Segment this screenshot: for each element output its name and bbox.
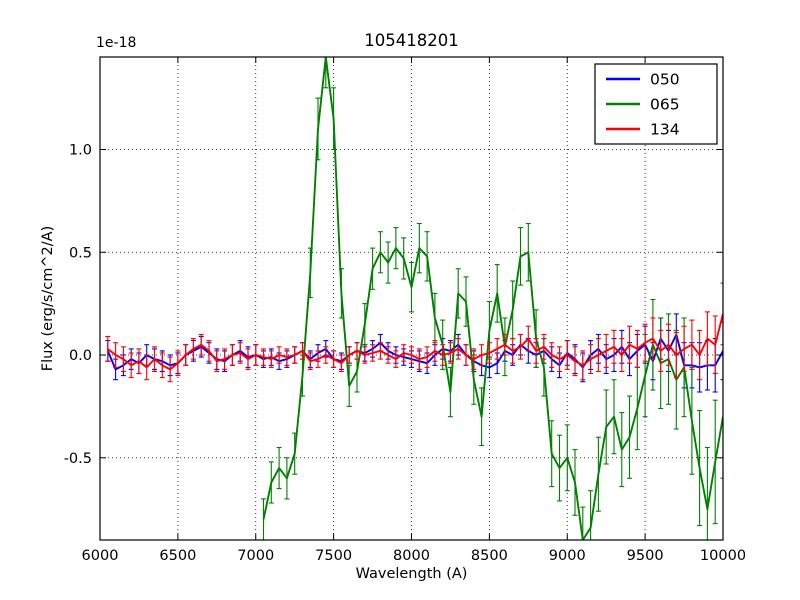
series-line-065 (262, 57, 723, 540)
svg-text:1.0: 1.0 (69, 142, 92, 158)
series-134 (105, 282, 723, 383)
x-axis-label: Wavelength (A) (356, 566, 468, 582)
svg-text:8000: 8000 (393, 548, 430, 564)
svg-text:0.5: 0.5 (69, 245, 92, 261)
y-axis-label: Flux (erg/s/cm^2/A) (40, 226, 56, 372)
svg-text:6000: 6000 (82, 548, 119, 564)
svg-text:6500: 6500 (159, 548, 196, 564)
legend-label: 050 (650, 71, 680, 89)
svg-text:9500: 9500 (627, 548, 664, 564)
axis-ticks (99, 57, 724, 540)
legend: 050 065 134 (594, 63, 718, 145)
legend-entry-065: 065 (606, 96, 680, 114)
legend-entry-134: 134 (606, 121, 680, 139)
svg-text:7500: 7500 (315, 548, 352, 564)
chart-title: 105418201 (364, 31, 458, 50)
series-line-134 (107, 313, 723, 371)
legend-entry-050: 050 (606, 71, 680, 89)
svg-text:9000: 9000 (549, 548, 586, 564)
svg-text:-0.5: -0.5 (64, 451, 92, 467)
svg-text:0.0: 0.0 (69, 348, 92, 364)
svg-text:7000: 7000 (237, 548, 274, 564)
svg-text:10000: 10000 (700, 548, 746, 564)
legend-label: 065 (650, 96, 680, 114)
legend-label: 134 (650, 121, 680, 139)
y-axis-offset-label: 1e-18 (96, 35, 136, 51)
y-tick-labels: -0.5 0.0 0.5 1.0 (64, 142, 92, 466)
x-tick-labels: 6000 6500 7000 7500 8000 8500 9000 9500 10000 (82, 548, 747, 564)
svg-text:8500: 8500 (471, 548, 508, 564)
